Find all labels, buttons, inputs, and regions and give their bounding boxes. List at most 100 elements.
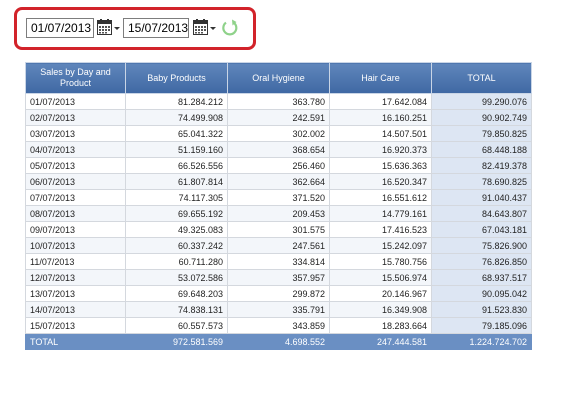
total-cell: 79.185.096 bbox=[431, 317, 532, 334]
table-row: 13/07/2013 69.648.203 299.872 20.146.967 90.… bbox=[25, 285, 532, 302]
column-header[interactable]: Oral Hygiene bbox=[227, 62, 330, 94]
value-cell: 15.242.097 bbox=[329, 237, 432, 254]
value-cell: 60.337.242 bbox=[125, 237, 228, 254]
value-cell: 343.859 bbox=[227, 317, 330, 334]
value-cell: 242.591 bbox=[227, 109, 330, 126]
value-cell: 18.283.664 bbox=[329, 317, 432, 334]
total-cell: 99.290.076 bbox=[431, 93, 532, 110]
table-row: 04/07/2013 51.159.160 368.654 16.920.373 68.… bbox=[25, 141, 532, 158]
date-cell: 12/07/2013 bbox=[25, 269, 126, 286]
value-cell: 74.117.305 bbox=[125, 189, 228, 206]
date-cell: 03/07/2013 bbox=[25, 125, 126, 142]
total-cell: 91.523.830 bbox=[431, 301, 532, 318]
value-cell: 16.920.373 bbox=[329, 141, 432, 158]
total-cell: 68.448.188 bbox=[431, 141, 532, 158]
sales-table: Sales by Day and Product Baby Products O… bbox=[25, 62, 532, 350]
column-header[interactable]: TOTAL bbox=[431, 62, 532, 94]
table-row: 15/07/2013 60.557.573 343.859 18.283.664 79.… bbox=[25, 317, 532, 334]
value-cell: 247.561 bbox=[227, 237, 330, 254]
value-cell: 17.416.523 bbox=[329, 221, 432, 238]
total-cell: 82.419.378 bbox=[431, 157, 532, 174]
value-cell: 209.453 bbox=[227, 205, 330, 222]
table-row: 07/07/2013 74.117.305 371.520 16.551.612 91.… bbox=[25, 189, 532, 206]
value-cell: 61.807.814 bbox=[125, 173, 228, 190]
total-cell: 76.826.850 bbox=[431, 253, 532, 270]
table-header-row: Sales by Day and Product Baby Products O… bbox=[25, 62, 532, 94]
date-cell: 11/07/2013 bbox=[25, 253, 126, 270]
value-cell: 301.575 bbox=[227, 221, 330, 238]
date-from-calendar-button[interactable] bbox=[97, 19, 120, 37]
value-cell: 256.460 bbox=[227, 157, 330, 174]
value-cell: 16.160.251 bbox=[329, 109, 432, 126]
table-row: 12/07/2013 53.072.586 357.957 15.506.974 68.… bbox=[25, 269, 532, 286]
value-cell: 74.838.131 bbox=[125, 301, 228, 318]
value-cell: 16.520.347 bbox=[329, 173, 432, 190]
value-cell: 363.780 bbox=[227, 93, 330, 110]
highlight-frame bbox=[14, 7, 256, 50]
value-cell: 14.507.501 bbox=[329, 125, 432, 142]
value-cell: 362.664 bbox=[227, 173, 330, 190]
total-cell: 67.043.181 bbox=[431, 221, 532, 238]
chevron-down-icon bbox=[210, 27, 216, 30]
total-cell: 79.850.825 bbox=[431, 125, 532, 142]
footer-cell: 247.444.581 bbox=[329, 333, 432, 350]
value-cell: 357.957 bbox=[227, 269, 330, 286]
footer-cell: 1.224.724.702 bbox=[431, 333, 532, 350]
table-row: 03/07/2013 65.041.322 302.002 14.507.501 79.… bbox=[25, 125, 532, 142]
total-cell: 91.040.437 bbox=[431, 189, 532, 206]
column-header[interactable]: Hair Care bbox=[329, 62, 432, 94]
calendar-icon bbox=[193, 19, 208, 35]
value-cell: 368.654 bbox=[227, 141, 330, 158]
value-cell: 74.499.908 bbox=[125, 109, 228, 126]
value-cell: 16.349.908 bbox=[329, 301, 432, 318]
column-header[interactable]: Baby Products bbox=[125, 62, 228, 94]
date-to-calendar-button[interactable] bbox=[193, 19, 216, 37]
value-cell: 69.655.192 bbox=[125, 205, 228, 222]
value-cell: 16.551.612 bbox=[329, 189, 432, 206]
table-row: 05/07/2013 66.526.556 256.460 15.636.363 82.… bbox=[25, 157, 532, 174]
value-cell: 81.284.212 bbox=[125, 93, 228, 110]
total-cell: 90.902.749 bbox=[431, 109, 532, 126]
table-footer-row: TOTAL 972.581.569 4.698.552 247.444.581 … bbox=[25, 333, 532, 350]
date-cell: 10/07/2013 bbox=[25, 237, 126, 254]
date-from-input[interactable]: 01/07/2013 bbox=[26, 18, 94, 38]
value-cell: 65.041.322 bbox=[125, 125, 228, 142]
value-cell: 302.002 bbox=[227, 125, 330, 142]
value-cell: 334.814 bbox=[227, 253, 330, 270]
chevron-down-icon bbox=[114, 27, 120, 30]
date-cell: 06/07/2013 bbox=[25, 173, 126, 190]
date-to-input[interactable]: 15/07/2013 bbox=[123, 18, 189, 38]
date-cell: 07/07/2013 bbox=[25, 189, 126, 206]
value-cell: 371.520 bbox=[227, 189, 330, 206]
value-cell: 66.526.556 bbox=[125, 157, 228, 174]
footer-cell: 972.581.569 bbox=[125, 333, 228, 350]
value-cell: 60.557.573 bbox=[125, 317, 228, 334]
date-cell: 04/07/2013 bbox=[25, 141, 126, 158]
value-cell: 335.791 bbox=[227, 301, 330, 318]
table-row: 14/07/2013 74.838.131 335.791 16.349.908 91.… bbox=[25, 301, 532, 318]
value-cell: 51.159.160 bbox=[125, 141, 228, 158]
date-cell: 15/07/2013 bbox=[25, 317, 126, 334]
value-cell: 15.636.363 bbox=[329, 157, 432, 174]
value-cell: 14.779.161 bbox=[329, 205, 432, 222]
date-cell: 01/07/2013 bbox=[25, 93, 126, 110]
date-cell: 05/07/2013 bbox=[25, 157, 126, 174]
value-cell: 60.711.280 bbox=[125, 253, 228, 270]
date-cell: 08/07/2013 bbox=[25, 205, 126, 222]
date-cell: 02/07/2013 bbox=[25, 109, 126, 126]
table-row: 08/07/2013 69.655.192 209.453 14.779.161 84.… bbox=[25, 205, 532, 222]
table-row: 10/07/2013 60.337.242 247.561 15.242.097 75.… bbox=[25, 237, 532, 254]
table-row: 02/07/2013 74.499.908 242.591 16.160.251 90.… bbox=[25, 109, 532, 126]
total-cell: 78.690.825 bbox=[431, 173, 532, 190]
total-cell: 75.826.900 bbox=[431, 237, 532, 254]
value-cell: 69.648.203 bbox=[125, 285, 228, 302]
value-cell: 15.780.756 bbox=[329, 253, 432, 270]
footer-label: TOTAL bbox=[25, 333, 126, 350]
calendar-icon bbox=[97, 19, 112, 35]
refresh-button[interactable] bbox=[221, 18, 239, 38]
value-cell: 17.642.084 bbox=[329, 93, 432, 110]
total-cell: 84.643.807 bbox=[431, 205, 532, 222]
date-cell: 14/07/2013 bbox=[25, 301, 126, 318]
column-header[interactable]: Sales by Day and Product bbox=[25, 62, 126, 94]
date-cell: 13/07/2013 bbox=[25, 285, 126, 302]
